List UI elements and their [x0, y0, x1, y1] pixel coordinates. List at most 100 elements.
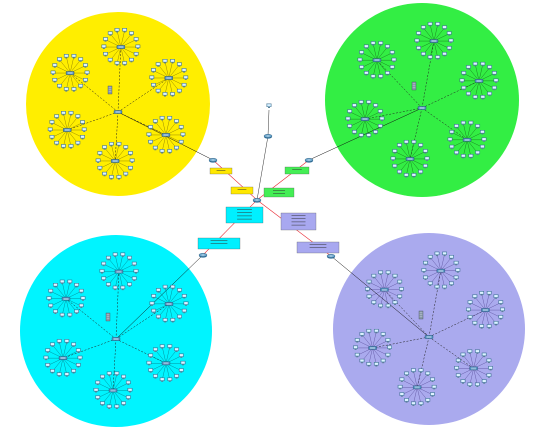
- pc-stand: [154, 351, 156, 352]
- switch-icon[interactable]: [413, 386, 421, 389]
- switch-icon[interactable]: [406, 157, 414, 160]
- pc-stand: [45, 359, 47, 360]
- pc-screen: [426, 399, 429, 401]
- pc-stand: [467, 68, 469, 69]
- pc-stand: [399, 283, 401, 284]
- pc-stand: [161, 381, 163, 382]
- switch-icon[interactable]: [165, 76, 173, 79]
- pc-screen: [367, 363, 370, 365]
- pc-screen: [398, 144, 401, 146]
- pc-stand: [467, 311, 469, 312]
- pc-screen: [102, 277, 105, 279]
- pc-stand: [127, 384, 129, 385]
- pc-stand: [51, 138, 53, 139]
- pc-stand: [429, 59, 431, 60]
- switch-icon[interactable]: [112, 337, 120, 340]
- pc-screen: [360, 51, 363, 53]
- pc-screen: [372, 301, 375, 303]
- switch-icon[interactable]: [369, 346, 377, 349]
- switch-icon[interactable]: [63, 128, 71, 131]
- server-icon[interactable]: [412, 82, 416, 90]
- switch-icon[interactable]: [59, 357, 67, 360]
- zone-lavender: [333, 233, 525, 425]
- pc-stand: [77, 352, 79, 353]
- server-icon[interactable]: [106, 313, 110, 321]
- pc-screen: [65, 55, 68, 57]
- pc-screen: [457, 374, 460, 376]
- switch-icon[interactable]: [437, 269, 445, 272]
- switch-icon[interactable]: [430, 39, 438, 42]
- switch-icon[interactable]: [373, 59, 381, 62]
- pc-stand: [401, 381, 403, 382]
- switch-icon[interactable]: [165, 302, 173, 305]
- switch-icon[interactable]: [418, 106, 426, 109]
- pc-screen: [115, 62, 118, 64]
- switch-icon[interactable]: [380, 288, 388, 291]
- router-icon[interactable]: [305, 158, 313, 162]
- pc-stand: [97, 162, 99, 163]
- switch-icon[interactable]: [62, 297, 70, 300]
- server-icon[interactable]: [108, 86, 112, 94]
- desktop-pc-icon[interactable]: [267, 104, 271, 108]
- core-router-icon[interactable]: [253, 198, 261, 202]
- pc-screen: [469, 155, 472, 157]
- switch-icon[interactable]: [111, 159, 119, 162]
- pc-stand: [455, 127, 457, 128]
- pc-stand: [77, 118, 79, 119]
- router-icon[interactable]: [199, 253, 207, 257]
- switch-icon[interactable]: [470, 367, 478, 370]
- pc-stand: [54, 286, 56, 287]
- pc-stand: [61, 316, 63, 317]
- pc-stand: [368, 298, 370, 299]
- server-icon[interactable]: [419, 311, 423, 319]
- switch-body: [380, 288, 388, 291]
- pc-screen: [157, 315, 160, 317]
- switch-icon[interactable]: [481, 308, 489, 311]
- switch-body: [115, 270, 123, 273]
- switch-icon[interactable]: [114, 110, 122, 113]
- pc-stand: [135, 41, 137, 42]
- pc-stand: [176, 351, 178, 352]
- pc-screen: [429, 256, 432, 258]
- pc-stand: [394, 304, 396, 305]
- pc-screen: [157, 90, 160, 92]
- router-icon[interactable]: [209, 158, 217, 162]
- pc-stand: [154, 377, 156, 378]
- switch-icon[interactable]: [425, 335, 433, 338]
- switch-icon[interactable]: [115, 270, 123, 273]
- pc-stand: [412, 405, 414, 406]
- switch-icon[interactable]: [463, 138, 471, 141]
- router-icon[interactable]: [264, 134, 272, 138]
- pc-stand: [399, 388, 401, 389]
- pc-stand: [133, 280, 135, 281]
- pc-screen: [109, 59, 112, 61]
- switch-icon[interactable]: [162, 362, 170, 365]
- pc-stand: [176, 377, 178, 378]
- pc-stand: [391, 68, 393, 69]
- switch-icon[interactable]: [361, 118, 369, 121]
- pc-screen: [494, 295, 497, 297]
- switch-icon[interactable]: [117, 45, 125, 48]
- switch-icon[interactable]: [162, 133, 170, 136]
- switch-icon[interactable]: [475, 79, 483, 82]
- pc-screen: [81, 121, 84, 123]
- pc-screen: [69, 112, 72, 114]
- pc-screen: [152, 295, 155, 297]
- pc-screen: [435, 286, 438, 288]
- switch-icon[interactable]: [109, 389, 117, 392]
- pc-stand: [50, 307, 52, 308]
- switch-body: [114, 110, 122, 113]
- pc-stand: [422, 55, 424, 56]
- pc-stand: [457, 377, 459, 378]
- pc-stand: [84, 81, 86, 82]
- pc-screen: [123, 29, 126, 31]
- pc-screen: [114, 286, 117, 288]
- pc-stand: [50, 292, 52, 293]
- pc-screen: [419, 402, 422, 404]
- pc-stand: [379, 127, 381, 128]
- router-icon[interactable]: [327, 254, 335, 258]
- switch-icon[interactable]: [66, 71, 74, 74]
- pc-stand: [392, 160, 394, 161]
- pc-screen: [54, 310, 57, 312]
- pc-screen: [168, 378, 171, 380]
